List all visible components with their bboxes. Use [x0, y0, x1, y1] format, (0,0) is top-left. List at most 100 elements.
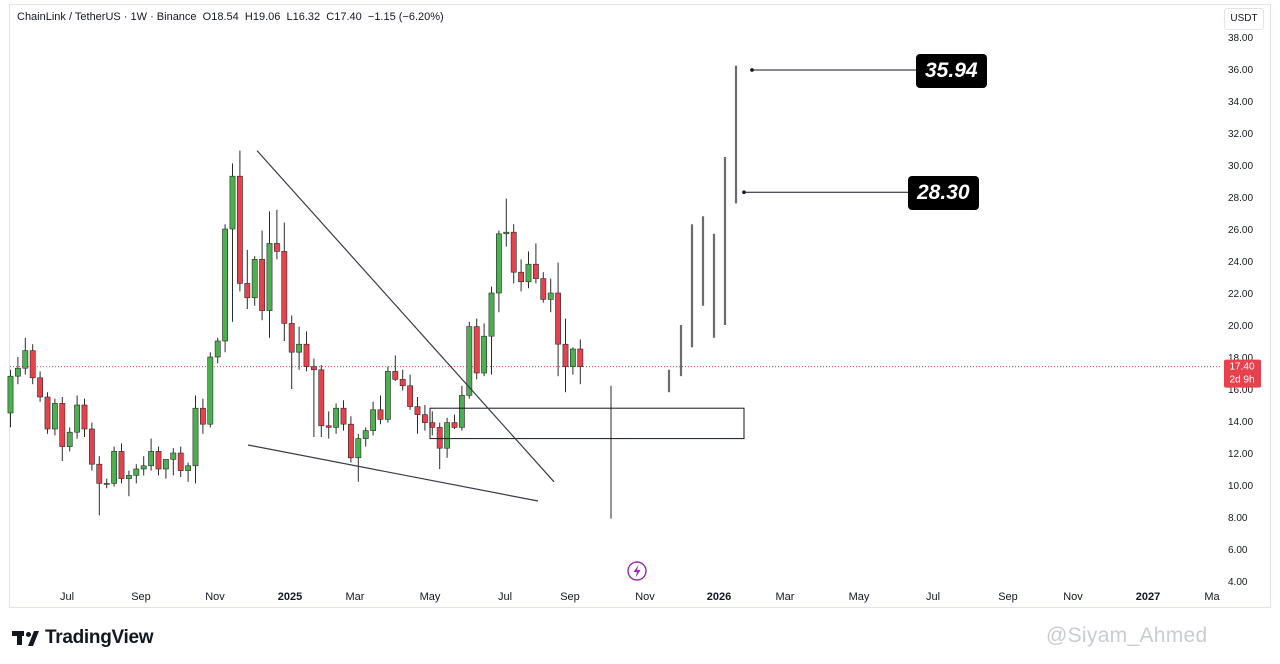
- y-tick-label: 18.00: [1228, 353, 1253, 364]
- x-tick-label: Jul: [926, 591, 940, 603]
- candle-body[interactable]: [140, 465, 147, 470]
- candle-body[interactable]: [163, 459, 169, 470]
- y-tick-label: 38.00: [1228, 33, 1253, 44]
- wedge-lower-line[interactable]: [247, 444, 539, 502]
- candle-body[interactable]: [296, 343, 302, 353]
- candle-body[interactable]: [407, 385, 413, 407]
- support-zone-box[interactable]: [429, 407, 745, 440]
- candle-body[interactable]: [473, 326, 480, 374]
- candle-body[interactable]: [207, 356, 214, 425]
- currency-button[interactable]: USDT: [1224, 8, 1264, 30]
- candle-body[interactable]: [81, 404, 88, 430]
- candle-body[interactable]: [414, 406, 421, 415]
- candle-body[interactable]: [495, 233, 502, 294]
- candle-body[interactable]: [288, 323, 295, 353]
- candle-body[interactable]: [281, 251, 288, 324]
- candle-body[interactable]: [481, 335, 487, 374]
- candle-body[interactable]: [170, 452, 177, 460]
- open-label: O: [202, 11, 212, 23]
- candle-body[interactable]: [155, 451, 162, 470]
- candle-body[interactable]: [370, 409, 376, 431]
- candle-body[interactable]: [540, 278, 547, 300]
- candle-body[interactable]: [74, 404, 80, 433]
- y-tick-label: 32.00: [1228, 129, 1253, 140]
- candle-body[interactable]: [244, 283, 251, 299]
- candle-body[interactable]: [37, 377, 43, 398]
- symbol-name[interactable]: ChainLink / TetherUS · 1W · Binance: [17, 11, 197, 23]
- candle-body[interactable]: [44, 396, 51, 430]
- candle-body[interactable]: [133, 468, 140, 476]
- y-tick-label: 12.00: [1228, 449, 1253, 460]
- candle-body[interactable]: [355, 438, 362, 459]
- candle-body[interactable]: [266, 243, 273, 311]
- candle-body[interactable]: [310, 366, 317, 371]
- candle-body[interactable]: [214, 340, 221, 358]
- candle-body[interactable]: [192, 407, 199, 467]
- candle-body[interactable]: [148, 451, 154, 467]
- candle-body[interactable]: [399, 379, 406, 387]
- chart-frame[interactable]: [9, 4, 1271, 608]
- candle-body[interactable]: [562, 343, 569, 367]
- candle-body[interactable]: [532, 263, 539, 279]
- candle-body[interactable]: [444, 422, 450, 449]
- candle-body[interactable]: [237, 175, 243, 284]
- x-tick-label: Jul: [498, 591, 512, 603]
- candle-body[interactable]: [384, 371, 391, 420]
- candle-body[interactable]: [362, 430, 369, 439]
- candle-body[interactable]: [466, 326, 473, 396]
- candle-body[interactable]: [259, 259, 265, 311]
- candle-body[interactable]: [126, 475, 132, 479]
- candle-body[interactable]: [111, 451, 117, 484]
- candle-body[interactable]: [458, 395, 465, 428]
- candle-body[interactable]: [103, 483, 110, 485]
- candle-body[interactable]: [22, 350, 29, 369]
- x-tick-label: Mar: [776, 591, 795, 603]
- candle-body[interactable]: [421, 414, 428, 423]
- candle-body[interactable]: [96, 463, 103, 484]
- candle-body[interactable]: [222, 228, 228, 342]
- candle-body[interactable]: [333, 407, 339, 428]
- candle-body[interactable]: [89, 428, 95, 465]
- candle-body[interactable]: [451, 422, 458, 428]
- candle-body[interactable]: [510, 231, 517, 273]
- candle-body[interactable]: [273, 243, 280, 252]
- y-tick-label: 20.00: [1228, 321, 1253, 332]
- candle-body[interactable]: [229, 175, 236, 230]
- open-value: 18.54: [211, 11, 239, 23]
- candle-body[interactable]: [569, 348, 576, 367]
- x-tick-label: Nov: [205, 591, 225, 603]
- candle-body[interactable]: [503, 231, 510, 235]
- candle-body[interactable]: [59, 403, 66, 447]
- candle-body[interactable]: [547, 292, 554, 300]
- candle-body[interactable]: [340, 407, 347, 425]
- candle-body[interactable]: [251, 259, 258, 299]
- candle-body[interactable]: [377, 409, 384, 420]
- wedge-upper-line[interactable]: [256, 150, 555, 483]
- y-tick-label: 26.00: [1228, 225, 1253, 236]
- candle-body[interactable]: [51, 403, 58, 430]
- target-dot-low: [742, 190, 746, 194]
- candle-body[interactable]: [66, 431, 73, 447]
- candle-body[interactable]: [555, 292, 561, 345]
- candle-body[interactable]: [177, 452, 184, 471]
- tradingview-logo[interactable]: TradingView: [12, 627, 154, 649]
- candle-body[interactable]: [577, 348, 584, 367]
- x-tick-label: May: [420, 591, 441, 603]
- y-tick-label: 10.00: [1228, 481, 1253, 492]
- candle-body[interactable]: [303, 343, 310, 367]
- candle-body[interactable]: [436, 427, 443, 449]
- candle-body[interactable]: [118, 451, 125, 479]
- candle-body[interactable]: [518, 271, 524, 283]
- candle-body[interactable]: [488, 292, 495, 337]
- candle-body[interactable]: [525, 263, 532, 283]
- candle-body[interactable]: [7, 375, 14, 414]
- candle-body[interactable]: [185, 465, 191, 471]
- candle-body[interactable]: [392, 371, 399, 380]
- candle-body[interactable]: [29, 350, 36, 379]
- candle-body[interactable]: [347, 423, 354, 459]
- candle-body[interactable]: [325, 425, 332, 428]
- candle-body[interactable]: [318, 369, 325, 427]
- candle-body[interactable]: [200, 407, 206, 425]
- candle-body[interactable]: [15, 367, 21, 377]
